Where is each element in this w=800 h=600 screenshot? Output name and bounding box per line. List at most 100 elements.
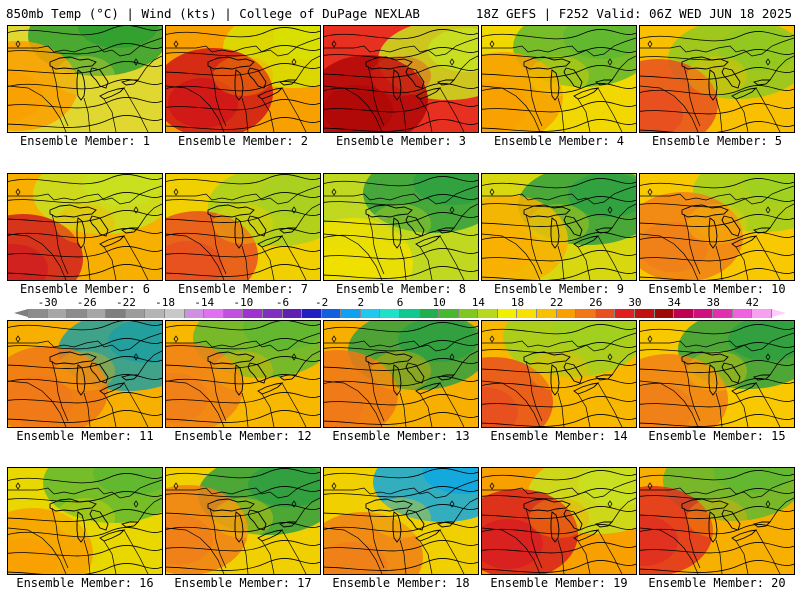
ensemble-member-map — [323, 320, 479, 428]
colorbar-tick-label: 22 — [550, 296, 564, 309]
colorbar-segment — [634, 309, 655, 318]
colorbar-segment — [674, 309, 694, 318]
colorbar-segment — [262, 309, 283, 318]
ensemble-member-map — [481, 320, 637, 428]
colorbar-segment — [184, 309, 205, 318]
colorbar-segment — [732, 309, 753, 318]
temperature-field — [640, 26, 794, 132]
colorbar-segment — [713, 309, 733, 318]
colorbar-tick-label: 34 — [667, 296, 681, 309]
colorbar-segment — [537, 309, 557, 318]
ensemble-member-label: Ensemble Member: 11 — [16, 429, 154, 443]
ensemble-member-label: Ensemble Member: 6 — [19, 282, 151, 296]
ensemble-member-map — [639, 320, 795, 428]
ensemble-member-label: Ensemble Member: 10 — [648, 282, 786, 296]
colorbar-tick-labels: -30 -26 -22 -18 -14 -10 -6 -2 2 6 10 14 18 22 26 30 34 38… — [0, 296, 800, 309]
ensemble-member-label: Ensemble Member: 17 — [174, 576, 312, 590]
temperature-field — [482, 174, 636, 280]
ensemble-member-label: Ensemble Member: 9 — [493, 282, 625, 296]
ensemble-member-map — [481, 173, 637, 281]
ensemble-member-label: Ensemble Member: 5 — [651, 134, 783, 148]
ensemble-member-label: Ensemble Member: 15 — [648, 429, 786, 443]
ensemble-member-label: Ensemble Member: 13 — [332, 429, 470, 443]
ensemble-member-map — [165, 320, 321, 428]
colorbar-tick-label: 42 — [745, 296, 760, 309]
colorbar-segment — [399, 309, 420, 318]
colorbar-tick-label: 6 — [396, 296, 404, 309]
ensemble-member-map — [639, 467, 795, 575]
header-run-info: 18Z GEFS | F252 Valid: 06Z WED JUN 18 20… — [475, 6, 792, 21]
ensemble-member-label: Ensemble Member: 2 — [177, 134, 309, 148]
colorbar-segment — [595, 309, 616, 318]
temperature-field — [482, 468, 636, 574]
colorbar-segment — [165, 309, 185, 318]
colorbar-tick-label: -22 — [115, 296, 136, 309]
colorbar-tick-label: 38 — [706, 296, 720, 309]
colorbar-tick-label: -18 — [155, 296, 175, 309]
colorbar-segment — [243, 309, 263, 318]
colorbar-segment — [223, 309, 244, 318]
temperature-field — [482, 26, 636, 132]
colorbar-segment — [28, 309, 48, 318]
colorbar-min-arrow — [14, 309, 28, 317]
temperature-field — [324, 174, 478, 280]
ensemble-member-map — [7, 320, 163, 428]
ensemble-member-label: Ensemble Member: 1 — [19, 134, 151, 148]
colorbar-segment — [497, 309, 518, 318]
ensemble-member-label: Ensemble Member: 18 — [332, 576, 470, 590]
temperature-field — [640, 174, 794, 280]
colorbar-segment — [282, 309, 303, 318]
ensemble-member-map — [323, 467, 479, 575]
ensemble-member-map — [639, 25, 795, 133]
ensemble-member-label: Ensemble Member: 14 — [490, 429, 628, 443]
temperature-field — [166, 174, 320, 280]
colorbar-tick-label: -26 — [76, 296, 97, 309]
colorbar-tick-label: -6 — [275, 296, 290, 309]
header-title: 850mb Temp (°C) | Wind (kts) | College o… — [6, 6, 420, 21]
colorbar-tick-label: -30 — [37, 296, 58, 309]
colorbar-segment — [47, 309, 68, 318]
colorbar-tick-label: 2 — [357, 296, 365, 309]
colorbar-segment — [125, 309, 146, 318]
colorbar-segment — [576, 309, 596, 318]
temperature-field — [8, 468, 162, 574]
colorbar-segment — [106, 309, 126, 318]
temperature-colorbar — [28, 309, 772, 318]
colorbar-segment — [321, 309, 342, 318]
ensemble-member-label: Ensemble Member: 7 — [177, 282, 309, 296]
colorbar-segment — [654, 309, 675, 318]
ensemble-member-map — [7, 25, 163, 133]
colorbar-tick-label: -14 — [194, 296, 215, 309]
temperature-field — [8, 321, 162, 427]
ensemble-member-label: Ensemble Member: 4 — [493, 134, 625, 148]
ensemble-member-label: Ensemble Member: 8 — [335, 282, 467, 296]
ensemble-member-map — [165, 173, 321, 281]
colorbar-tick-label: 10 — [432, 296, 446, 309]
colorbar-tick-label: -10 — [233, 296, 254, 309]
ensemble-member-label: Ensemble Member: 20 — [648, 576, 786, 590]
colorbar-tick-label: 14 — [471, 296, 485, 309]
temperature-field — [640, 321, 794, 427]
ensemble-member-map — [7, 173, 163, 281]
temperature-field — [8, 26, 162, 132]
temperature-field — [640, 468, 794, 574]
colorbar-segment — [380, 309, 400, 318]
colorbar-segment — [439, 309, 459, 318]
colorbar-segment — [86, 309, 107, 318]
colorbar-segment — [556, 309, 577, 318]
temperature-field — [8, 174, 162, 280]
colorbar-segment — [517, 309, 538, 318]
temperature-field — [324, 26, 478, 132]
ensemble-member-label: Ensemble Member: 19 — [490, 576, 628, 590]
ensemble-member-map — [165, 25, 321, 133]
ensemble-member-map — [481, 467, 637, 575]
colorbar-segment — [419, 309, 440, 318]
colorbar-segment — [302, 309, 322, 318]
colorbar-tick-label: 30 — [628, 296, 642, 309]
temperature-field — [324, 468, 478, 574]
temperature-field — [166, 26, 320, 132]
temperature-field — [166, 321, 320, 427]
ensemble-member-label: Ensemble Member: 3 — [335, 134, 467, 148]
colorbar-segment — [693, 309, 714, 318]
ensemble-member-map — [481, 25, 637, 133]
